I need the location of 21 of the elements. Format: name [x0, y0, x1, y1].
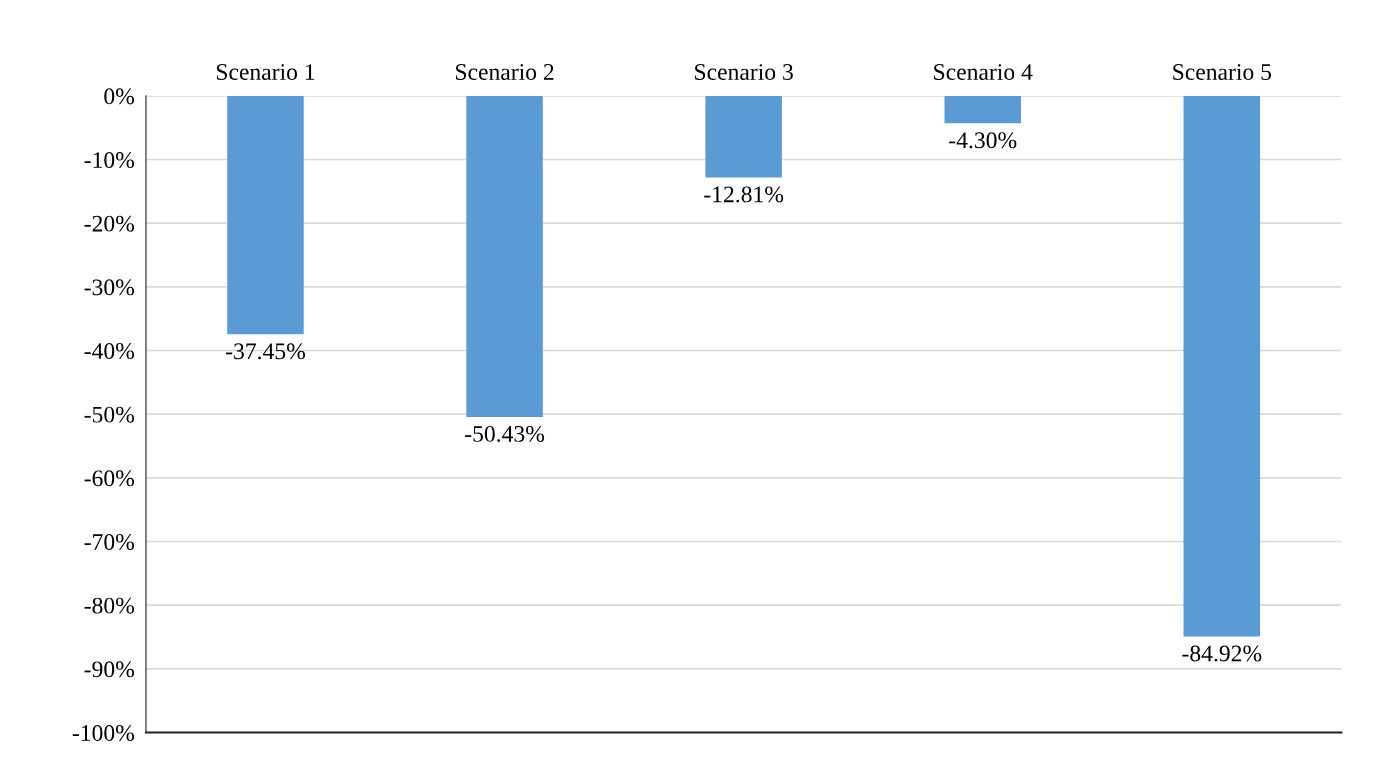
data-label: -50.43%	[465, 425, 545, 442]
y-tick-label: -10%	[84, 152, 135, 169]
y-tick-label: -40%	[84, 343, 135, 360]
data-label: -84.92%	[1182, 645, 1262, 662]
y-tick-label: -80%	[84, 597, 135, 614]
y-tick-label: -30%	[84, 279, 135, 296]
y-tick-label: -60%	[84, 470, 135, 487]
x-tick-label: Scenario 2	[455, 64, 554, 80]
x-tick-label: Scenario 5	[1173, 64, 1272, 80]
y-tick-label: -50%	[84, 406, 135, 423]
data-label: -12.81%	[704, 186, 784, 203]
x-tick-label: Scenario 1	[216, 64, 315, 80]
x-tick-label: Scenario 4	[934, 64, 1033, 80]
y-tick-label: -20%	[84, 215, 135, 232]
y-tick-label: -90%	[84, 661, 135, 678]
x-tick-label: Scenario 3	[695, 64, 793, 80]
y-tick-label: -70%	[84, 533, 135, 550]
data-label: -4.30%	[949, 132, 1017, 149]
data-label: -37.45%	[226, 343, 306, 360]
y-tick-label: 0%	[104, 88, 135, 105]
y-tick-label: -100%	[72, 724, 135, 741]
